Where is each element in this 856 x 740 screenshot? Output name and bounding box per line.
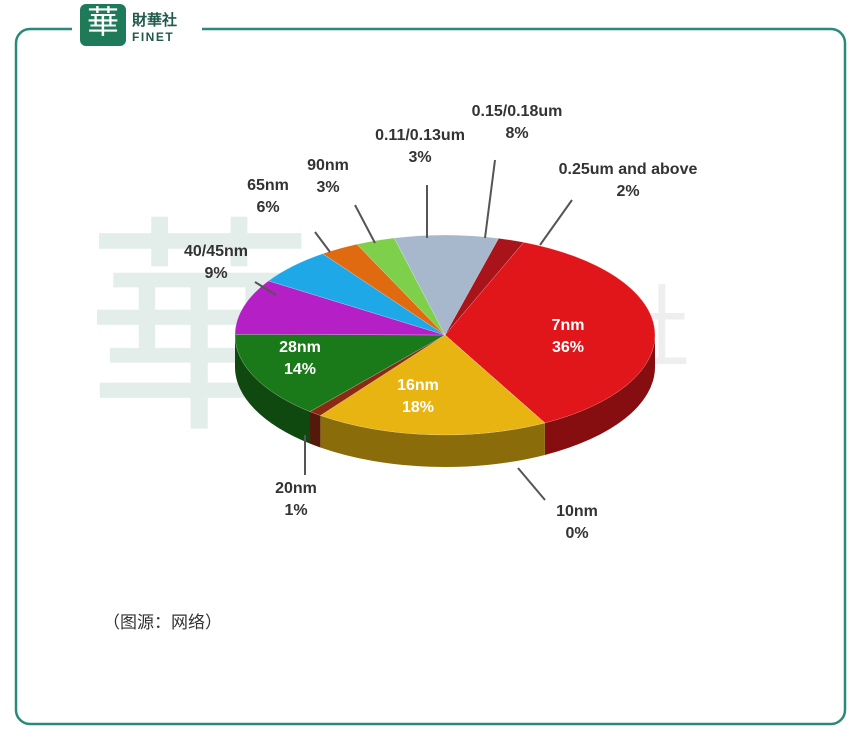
slice-value: 36% [552,339,584,356]
logo-name: 財華社 [131,11,177,29]
slice-label: 0.11/0.13um [375,127,465,144]
slice [393,234,500,336]
slice-value: 14% [284,361,316,378]
slice-value: 3% [408,149,431,166]
slice-label: 10nm [556,503,598,520]
slice-value: 1% [284,502,307,519]
slice-value: 0% [565,525,588,542]
leader-line [539,199,573,246]
slice-value: 8% [505,125,528,142]
slice [234,280,446,336]
slice [267,253,446,336]
logo-mark: 華 [87,3,119,41]
leader-line [314,231,331,253]
slice [234,334,446,412]
leader-line [354,204,376,244]
pie: 7nm 36% 10nm 0% 16nm 18% 20nm 1% 28nm 14% 40/45nm 9… [184,103,697,542]
slice-label: 28nm [279,339,321,356]
slice-label: 0.25um and above [559,161,698,178]
frame [14,27,847,726]
slice-label: 0.15/0.18um [472,103,563,120]
slice-value: 6% [256,199,279,216]
leader-line [517,467,546,501]
slice-side [310,411,321,448]
slice [319,334,546,436]
leader-line [484,159,496,239]
slice-side [544,335,655,455]
slice-label: 20nm [275,480,317,497]
slice [444,242,656,424]
slice [322,243,446,336]
slice-label: 65nm [247,177,289,194]
logo-brand: FINET [132,30,174,44]
slice [356,237,446,336]
slice-label: 16nm [397,377,439,394]
slice-value: 18% [402,399,434,416]
slice-label: 40/45nm [184,243,248,260]
slice-value: 2% [616,183,639,200]
slice-value: 9% [204,265,227,282]
slice-side [235,335,311,444]
caption: （图源：网络） [103,613,222,632]
leader-line [254,281,277,296]
slice-value: 3% [316,179,339,196]
slice [309,334,446,416]
slice-label: 7nm [552,317,585,334]
logo-square [80,4,126,46]
slice-side [320,415,545,467]
slice [444,238,525,336]
slice-label: 90nm [307,157,349,174]
